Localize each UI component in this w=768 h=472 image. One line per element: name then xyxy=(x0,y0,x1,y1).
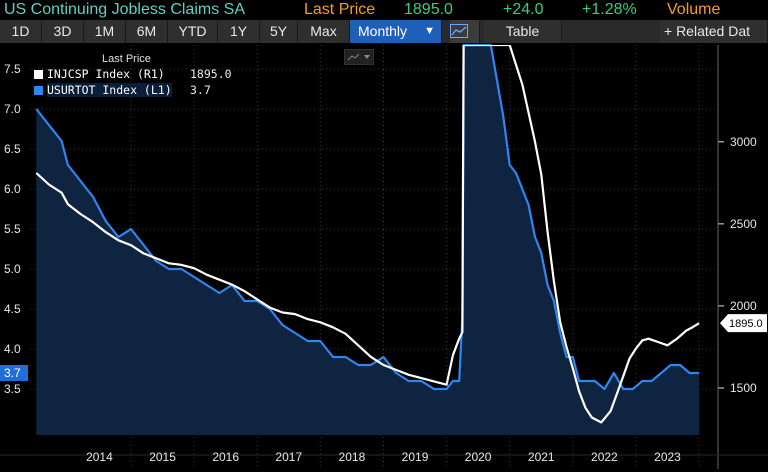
unemployment-line xyxy=(35,43,700,391)
left-axis-tick-label: 4.5 xyxy=(4,302,21,316)
percent-change: +1.28% xyxy=(582,1,637,18)
table-button[interactable]: Table xyxy=(484,20,562,43)
frequency-label: Monthly xyxy=(358,23,408,39)
x-axis-tick-label: 2016 xyxy=(212,450,239,464)
range-1y-button[interactable]: 1Y xyxy=(218,20,260,43)
left-axis-tick-label: 3.5 xyxy=(4,382,21,396)
left-current-value-label: 3.7 xyxy=(4,366,21,380)
last-price-value: 1895.0 xyxy=(404,1,453,18)
x-axis-tick-label: 2020 xyxy=(465,450,492,464)
right-axis-tick-label: 3000 xyxy=(730,135,757,149)
claims-line xyxy=(35,45,700,424)
legend-value-unemployment: 3.7 xyxy=(190,83,211,97)
right-current-value-tag xyxy=(720,314,767,333)
left-axis-tick-label: 4.0 xyxy=(4,342,21,356)
line-chart-icon[interactable] xyxy=(450,20,480,43)
left-axis-tick-label: 7.0 xyxy=(4,102,21,116)
right-axis-tick-label: 2000 xyxy=(730,299,757,313)
x-axis-tick-label: 2014 xyxy=(86,450,113,464)
legend-label-unemployment: USURTOT Index (L1) xyxy=(47,83,172,97)
title-bar: US Continuing Jobless Claims SA Last Pri… xyxy=(0,0,768,20)
unemployment-area xyxy=(36,45,700,435)
frequency-dropdown[interactable]: Monthly ▼ xyxy=(350,20,442,43)
range-1d-button[interactable]: 1D xyxy=(0,20,42,43)
range-3d-button[interactable]: 3D xyxy=(42,20,84,43)
right-axis-tick-label: 1500 xyxy=(730,381,757,395)
x-axis-tick-label: 2015 xyxy=(149,450,176,464)
right-current-value-label: 1895.0 xyxy=(729,318,763,330)
legend-item-unemployment: USURTOT Index (L1) 3.7 xyxy=(34,83,211,97)
chart-canvas: 3.5 4.0 4.5 5.0 5.5 6.0 6.5 7.0 7.5 1500 2000 2500 3… xyxy=(0,43,768,472)
left-axis-tick-label: 6.5 xyxy=(4,142,21,156)
legend-label-claims: INJCSP Index (R1) xyxy=(47,67,165,81)
x-axis-tick-label: 2021 xyxy=(528,450,555,464)
range-5y-button[interactable]: 5Y xyxy=(260,20,298,43)
left-axis-tick-label: 6.0 xyxy=(4,182,21,196)
last-price-label: Last Price xyxy=(304,1,376,18)
volume-label: Volume xyxy=(667,1,721,18)
range-max-button[interactable]: Max xyxy=(298,20,350,43)
range-1m-button[interactable]: 1M xyxy=(84,20,126,43)
legend-item-claims: INJCSP Index (R1) 1895.0 xyxy=(34,67,232,81)
left-current-value-tag xyxy=(0,365,28,381)
related-data-button[interactable]: + Related Dat xyxy=(660,20,768,43)
x-axis-tick-label: 2017 xyxy=(275,450,302,464)
chart-area: 3.5 4.0 4.5 5.0 5.5 6.0 6.5 7.0 7.5 1500 2000 2500 3… xyxy=(0,43,768,472)
x-axis-tick-label: 2019 xyxy=(402,450,429,464)
net-change: +24.0 xyxy=(503,1,544,18)
left-axis-tick-label: 5.0 xyxy=(4,262,21,276)
security-title: US Continuing Jobless Claims SA xyxy=(4,1,245,18)
right-axis-tick-label: 2500 xyxy=(730,217,757,231)
legend-heading: Last Price xyxy=(102,53,151,65)
chart-tool-icon[interactable] xyxy=(344,49,374,65)
legend-value-claims: 1895.0 xyxy=(190,67,232,81)
range-ytd-button[interactable]: YTD xyxy=(168,20,218,43)
x-axis-tick-label: 2022 xyxy=(591,450,618,464)
chevron-down-icon: ▼ xyxy=(424,25,435,37)
left-axis-tick-label: 7.5 xyxy=(4,62,21,76)
left-axis-tick-label: 5.5 xyxy=(4,222,21,236)
legend-swatch-unemployment xyxy=(34,86,43,95)
range-toolbar: 1D 3D 1M 6M YTD 1Y 5Y Max Monthly ▼ Tabl… xyxy=(0,20,768,43)
range-6m-button[interactable]: 6M xyxy=(126,20,168,43)
legend-swatch-claims xyxy=(34,70,43,79)
legend: Last Price INJCSP Index (R1) 1895.0 USURT… xyxy=(30,51,240,103)
x-axis-tick-label: 2018 xyxy=(339,450,366,464)
x-axis-tick-label: 2023 xyxy=(654,450,681,464)
